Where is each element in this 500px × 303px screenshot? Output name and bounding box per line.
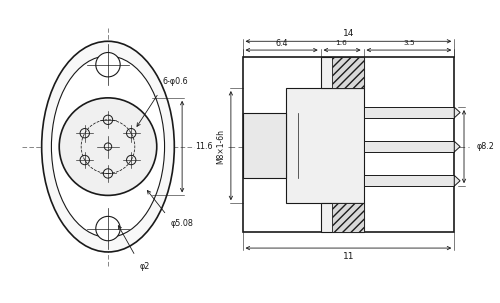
Bar bbox=[320, 57, 364, 88]
Bar bbox=[286, 88, 364, 203]
Text: 11: 11 bbox=[342, 252, 354, 261]
Ellipse shape bbox=[52, 56, 164, 237]
Bar bbox=[242, 113, 286, 178]
Bar bbox=[364, 107, 454, 118]
Circle shape bbox=[96, 52, 120, 77]
Text: φ5.08: φ5.08 bbox=[170, 219, 194, 228]
Bar bbox=[364, 141, 454, 152]
Ellipse shape bbox=[42, 41, 174, 252]
Bar bbox=[364, 175, 454, 186]
Polygon shape bbox=[454, 141, 460, 152]
Text: M8×1-6h: M8×1-6h bbox=[216, 129, 226, 164]
Polygon shape bbox=[454, 175, 460, 186]
Text: 6.4: 6.4 bbox=[276, 39, 288, 48]
Circle shape bbox=[59, 98, 157, 195]
Text: 6-φ0.6: 6-φ0.6 bbox=[162, 77, 188, 86]
Circle shape bbox=[96, 216, 120, 241]
Bar bbox=[332, 57, 364, 88]
Bar bbox=[242, 57, 454, 232]
Bar bbox=[332, 203, 364, 232]
Polygon shape bbox=[454, 107, 460, 118]
Bar bbox=[320, 203, 364, 232]
Text: φ8.2: φ8.2 bbox=[476, 142, 494, 151]
Text: 11.6: 11.6 bbox=[195, 142, 212, 151]
Text: 14: 14 bbox=[342, 29, 354, 38]
Text: 1.6: 1.6 bbox=[335, 40, 347, 46]
Text: 3.5: 3.5 bbox=[403, 40, 414, 46]
Text: φ2: φ2 bbox=[139, 262, 149, 271]
